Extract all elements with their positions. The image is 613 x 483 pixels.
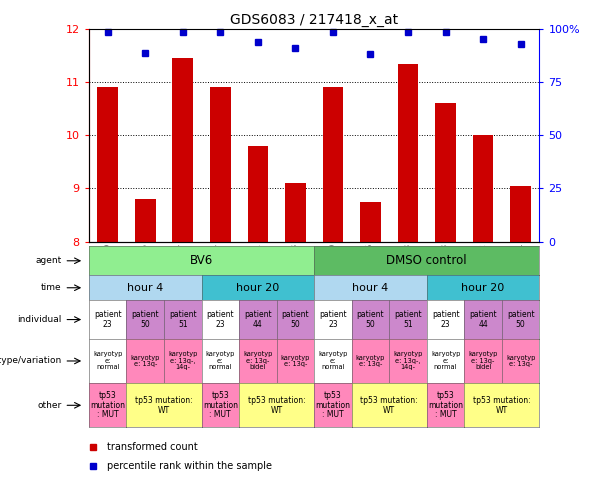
Text: tp53 mutation:
WT: tp53 mutation: WT — [360, 396, 418, 414]
Bar — [135, 199, 156, 242]
Text: karyotyp
e:
normal: karyotyp e: normal — [205, 352, 235, 370]
Text: time: time — [41, 283, 62, 292]
Text: percentile rank within the sample: percentile rank within the sample — [107, 461, 272, 471]
Text: hour 4: hour 4 — [127, 283, 163, 293]
Text: hour 4: hour 4 — [352, 283, 389, 293]
Text: karyotyp
e:
normal: karyotyp e: normal — [431, 352, 460, 370]
Text: karyotyp
e: 13q-
bidel: karyotyp e: 13q- bidel — [468, 352, 498, 370]
Text: karyotyp
e: 13q-: karyotyp e: 13q- — [281, 355, 310, 367]
Text: patient
50: patient 50 — [281, 310, 309, 329]
Text: karyotyp
e:
normal: karyotyp e: normal — [318, 352, 348, 370]
Text: karyotyp
e: 13q-: karyotyp e: 13q- — [506, 355, 535, 367]
Text: karyotyp
e:
normal: karyotyp e: normal — [93, 352, 123, 370]
Text: patient
23: patient 23 — [207, 310, 234, 329]
Text: patient
51: patient 51 — [169, 310, 197, 329]
Text: tp53
mutation
: MUT: tp53 mutation : MUT — [428, 391, 463, 420]
Bar — [360, 202, 381, 242]
Text: patient
23: patient 23 — [94, 310, 121, 329]
Text: patient
50: patient 50 — [131, 310, 159, 329]
Text: karyotyp
e: 13q-,
14q-: karyotyp e: 13q-, 14q- — [168, 352, 197, 370]
Bar — [97, 87, 118, 242]
Text: tp53
mutation
: MUT: tp53 mutation : MUT — [203, 391, 238, 420]
Text: tp53 mutation:
WT: tp53 mutation: WT — [135, 396, 193, 414]
Text: DMSO control: DMSO control — [386, 254, 467, 267]
Text: patient
44: patient 44 — [470, 310, 497, 329]
Bar — [511, 185, 531, 242]
Text: patient
50: patient 50 — [507, 310, 535, 329]
Text: BV6: BV6 — [190, 254, 213, 267]
Text: patient
23: patient 23 — [432, 310, 459, 329]
Text: karyotyp
e: 13q-: karyotyp e: 13q- — [131, 355, 160, 367]
Text: patient
44: patient 44 — [244, 310, 272, 329]
Bar — [285, 183, 306, 242]
Text: hour 20: hour 20 — [462, 283, 504, 293]
Bar — [248, 146, 268, 242]
Text: transformed count: transformed count — [107, 442, 197, 452]
Bar — [172, 58, 193, 242]
Text: tp53 mutation:
WT: tp53 mutation: WT — [473, 396, 531, 414]
Text: genotype/variation: genotype/variation — [0, 356, 62, 366]
Bar — [398, 63, 418, 242]
Text: other: other — [37, 401, 62, 410]
Text: hour 20: hour 20 — [236, 283, 280, 293]
Text: tp53 mutation:
WT: tp53 mutation: WT — [248, 396, 305, 414]
Text: individual: individual — [17, 315, 62, 324]
Bar — [210, 87, 230, 242]
Text: karyotyp
e: 13q-,
14q-: karyotyp e: 13q-, 14q- — [394, 352, 423, 370]
Bar — [435, 103, 456, 242]
Text: tp53
mutation
: MUT: tp53 mutation : MUT — [316, 391, 351, 420]
Bar — [322, 87, 343, 242]
Text: agent: agent — [36, 256, 62, 265]
Title: GDS6083 / 217418_x_at: GDS6083 / 217418_x_at — [230, 13, 398, 27]
Text: patient
23: patient 23 — [319, 310, 347, 329]
Text: karyotyp
e: 13q-
bidel: karyotyp e: 13q- bidel — [243, 352, 273, 370]
Text: karyotyp
e: 13q-: karyotyp e: 13q- — [356, 355, 385, 367]
Text: tp53
mutation
: MUT: tp53 mutation : MUT — [90, 391, 125, 420]
Text: patient
51: patient 51 — [394, 310, 422, 329]
Text: patient
50: patient 50 — [357, 310, 384, 329]
Bar — [473, 135, 493, 242]
